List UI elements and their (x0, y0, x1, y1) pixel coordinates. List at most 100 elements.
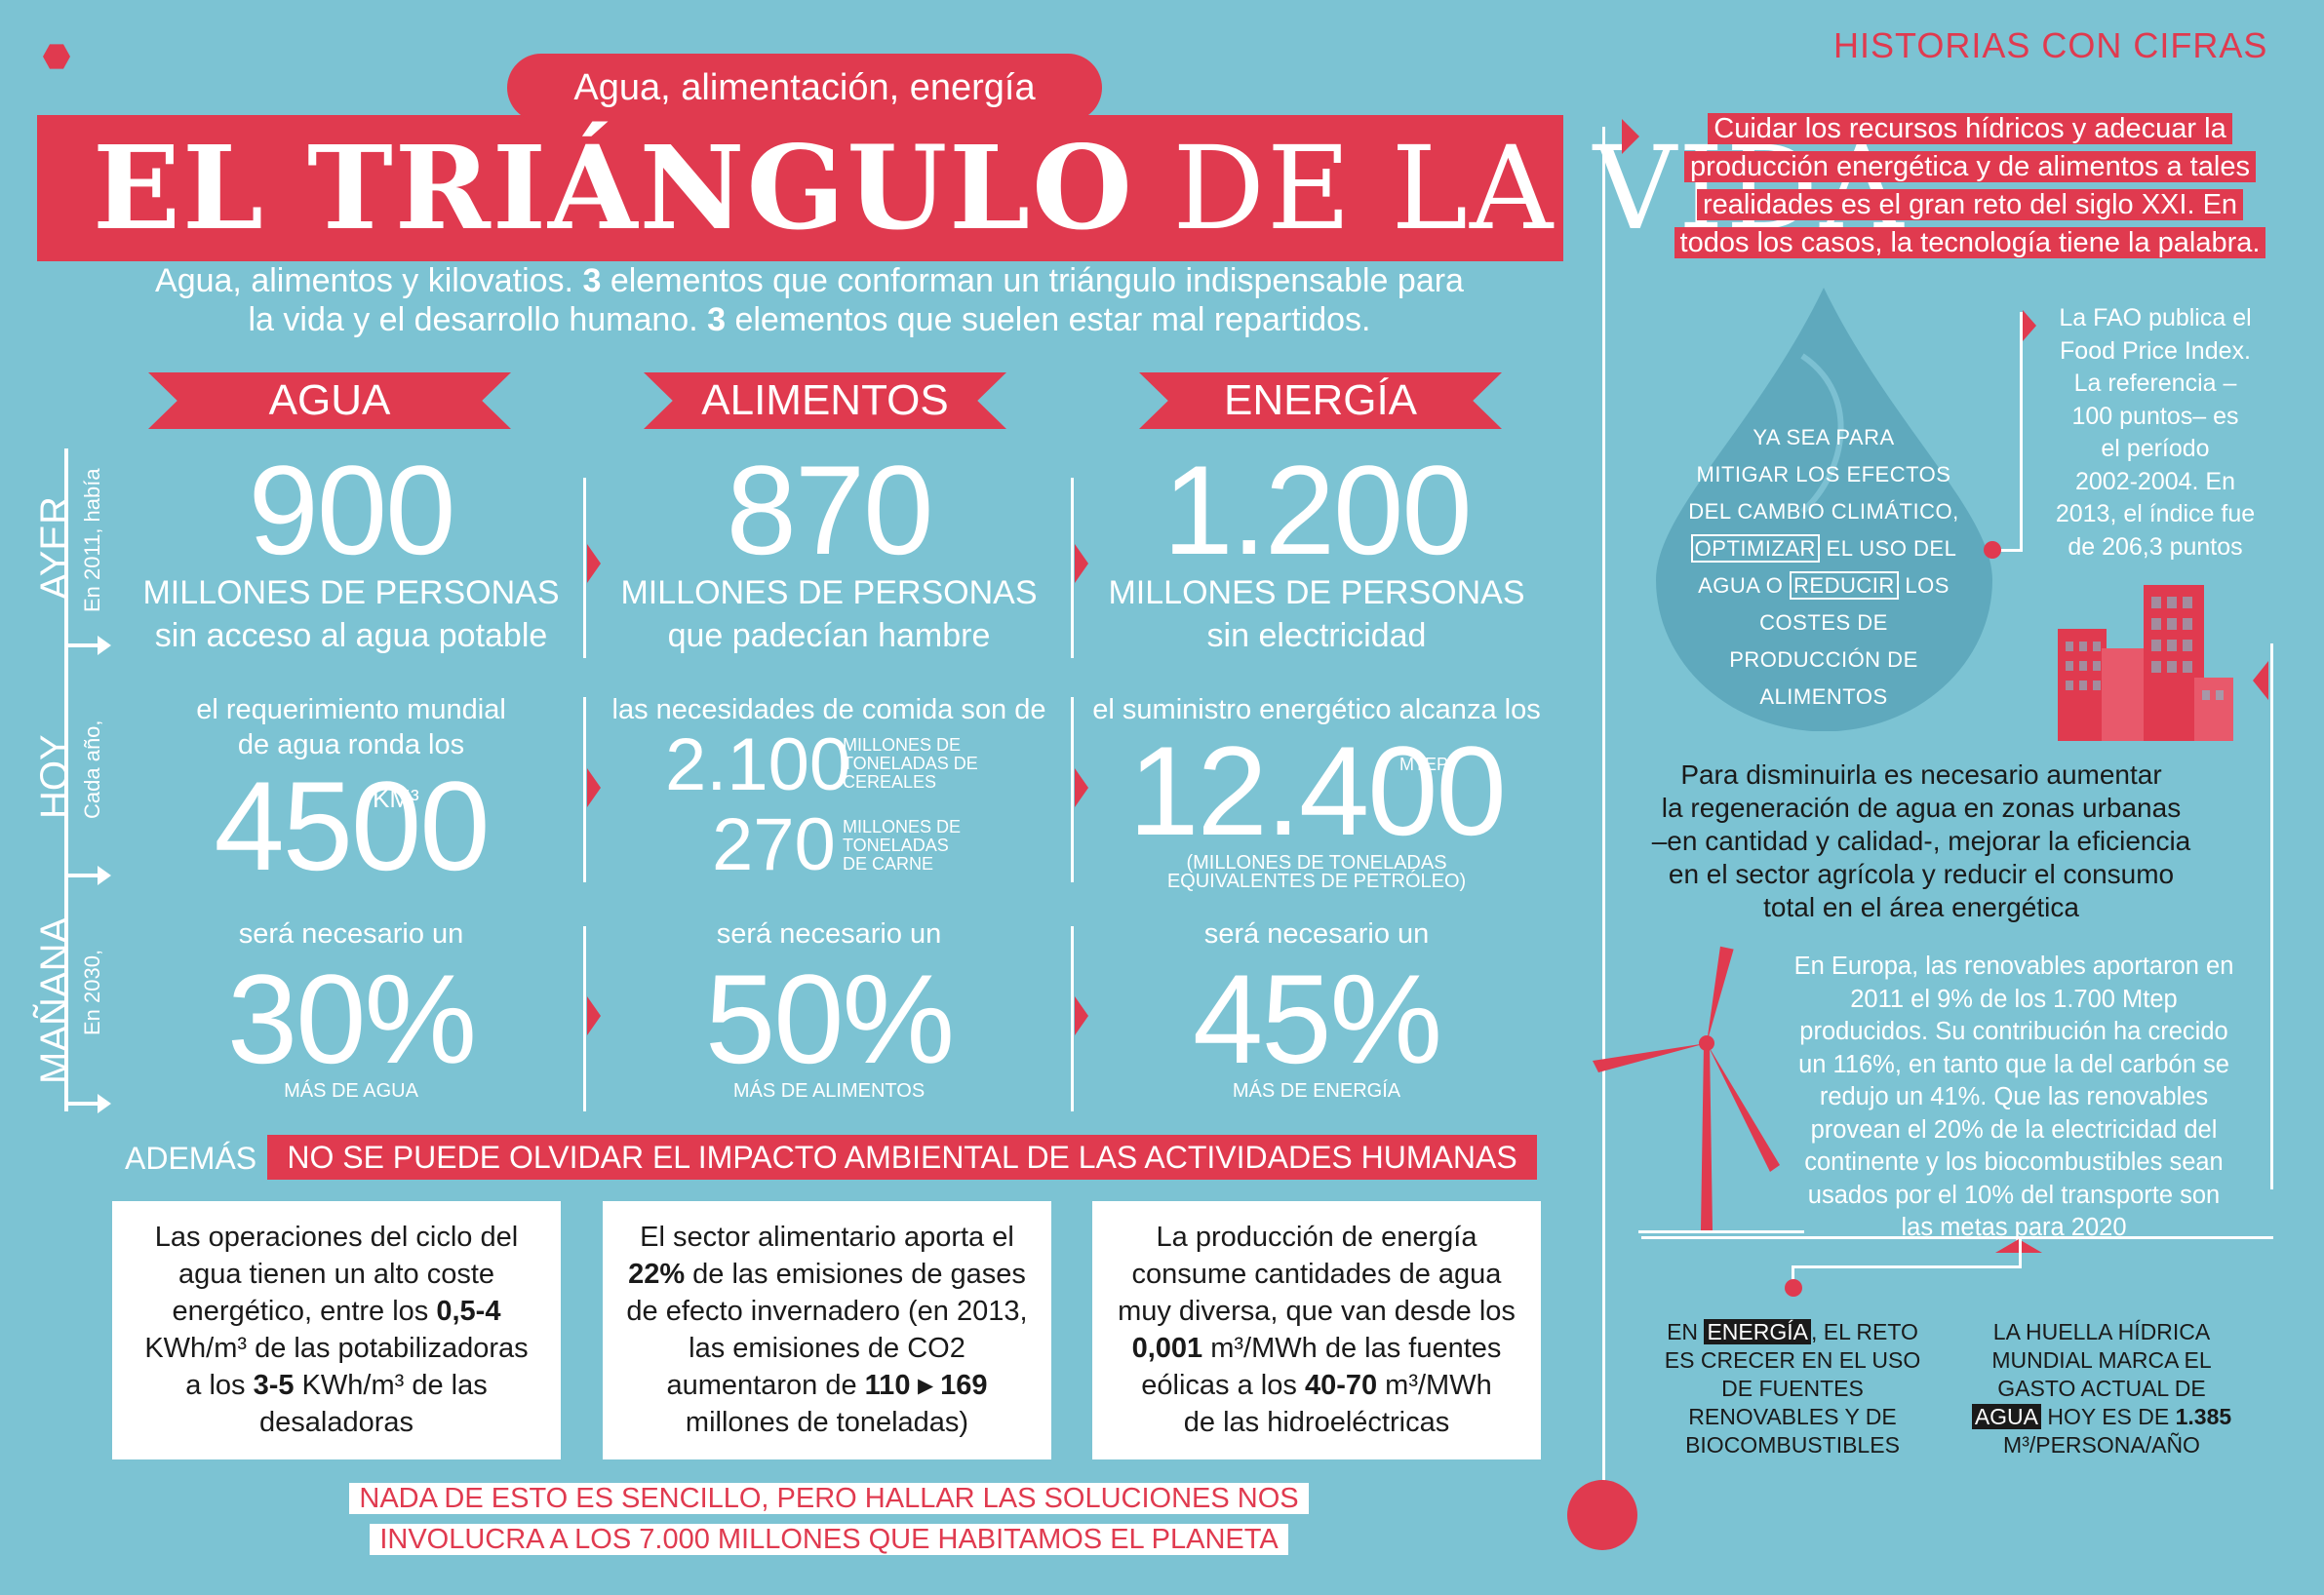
drop-highlight: REDUCIR (1790, 571, 1899, 600)
footer-text: INVOLUCRA A LOS 7.000 MILLONES QUE HABIT… (370, 1524, 1288, 1555)
separator (583, 926, 586, 1111)
arrow-icon (587, 768, 601, 807)
ademas-label: ADEMÁS (125, 1141, 257, 1176)
box-line: muy diversa, que van desde los (1118, 1296, 1516, 1327)
ayer-alimentos: 870 MILLONES DE PERSONAS que padecían ha… (605, 447, 1053, 655)
stat-number: 270 (712, 803, 836, 886)
box-text: m³/MWh de las fuentes (1202, 1333, 1502, 1364)
info-box-alimentos: El sector alimentario aporta el 22% de l… (603, 1201, 1051, 1459)
huella-bold: 1.385 (2175, 1404, 2232, 1429)
box-bold: 3-5 (253, 1370, 295, 1401)
fao-text: La FAO publica el Food Price Index. La r… (2019, 302, 2292, 564)
ayer-agua: 900 MILLONES DE PERSONAS sin acceso al a… (127, 447, 575, 655)
ribbon-energia: ENERGÍA (1139, 372, 1502, 429)
box-line: desaladoras (259, 1407, 414, 1438)
unit-line: TONELADAS (843, 836, 949, 855)
box-text: m³/MWh (1377, 1370, 1492, 1401)
arrow-icon (98, 1094, 111, 1113)
stat-unit: MILLONES DE TONELADAS DE CEREALES (843, 736, 978, 792)
sub-text: la vida y el desarrollo humano. (248, 301, 708, 338)
title-bold: EL TRIÁNGULO (93, 120, 1134, 255)
arrow-icon (1075, 544, 1088, 583)
timeline-tick (64, 1102, 101, 1106)
sub-text: Agua, alimentos y kilovatios. (155, 262, 583, 299)
arrow-icon (587, 996, 601, 1035)
stat-number: 1.200 (1162, 439, 1472, 581)
huella-line: MUNDIAL MARCA EL (1991, 1347, 2212, 1373)
connector-dot (1984, 541, 2001, 559)
text-line: un 116%, en tanto que la del carbón se (1798, 1050, 2229, 1078)
ribbon-agua: AGUA (148, 372, 511, 429)
text-line: Para disminuirla es necesario aumentar (1680, 759, 2162, 790)
kicker-banner: Agua, alimentación, energía (507, 54, 1102, 122)
sub-text: elementos que suelen estar mal repartido… (726, 301, 1371, 338)
manana-energia: será necesario un 45% MÁS DE ENERGÍA (1092, 916, 1541, 1101)
footer-note: NADA DE ESTO ES SENCILLO, PERO HALLAR LA… (322, 1480, 1336, 1558)
reto-line: BIOCOMBUSTIBLES (1685, 1432, 1900, 1458)
stat-unit: MÁS DE AGUA (284, 1080, 418, 1102)
water-drop-icon (1656, 288, 1992, 731)
stat-number: 4500 (214, 755, 490, 897)
unit-line: MILLONES DE (843, 817, 962, 836)
disminuir-text: Para disminuirla es necesario aumentar l… (1648, 759, 2194, 924)
text-line: 2011 el 9% de los 1.700 Mtep (1850, 985, 2178, 1013)
fao-line: La FAO publica el (2059, 304, 2252, 331)
reto-text: , EL RETO (1810, 1319, 1918, 1344)
drop-line: MITIGAR LOS EFECTOS (1696, 462, 1951, 486)
box-line: aumentaron de 110 ▸ 169 (616, 1367, 1038, 1404)
reto-line: ES CRECER EN EL USO (1664, 1347, 1921, 1373)
stat-desc: que padecían hambre (667, 617, 991, 654)
arrow-icon (1622, 119, 1639, 154)
reto-line: DE FUENTES (1721, 1376, 1864, 1401)
reto-line: RENOVABLES Y DE (1688, 1404, 1897, 1429)
box-bold: 40-70 (1304, 1370, 1378, 1401)
connector-dot (1567, 1480, 1637, 1550)
bottom-connector (1641, 1236, 2273, 1239)
text-line: –en cantidad y calidad-, mejorar la efic… (1651, 826, 2191, 856)
box-text: a los (185, 1370, 254, 1401)
buildings-icon (2058, 585, 2233, 741)
connector-line (1602, 127, 1605, 1511)
ribbon-label: AGUA (268, 376, 391, 424)
stat-number: 45% (1192, 948, 1442, 1090)
drop-text-part: AGUA O (1698, 573, 1791, 598)
box-line: a los 3-5 KWh/m³ de las (126, 1367, 547, 1404)
huella-line: GASTO ACTUAL DE (1997, 1376, 2206, 1401)
drop-line: COSTES DE (1759, 610, 1888, 635)
stat-desc: sin acceso al agua potable (154, 617, 548, 654)
stat-number: 900 (248, 439, 456, 581)
fao-line: de 206,3 puntos (2068, 532, 2243, 561)
hoy-alimentos-carne: 270 MILLONES DE TONELADAS DE CARNE (712, 806, 1034, 884)
wind-turbine-icon (1593, 946, 1804, 1233)
energia-reto: EN ENERGÍA, EL RETO ES CRECER EN EL USO … (1646, 1318, 1939, 1459)
stat-unit: MILLONES DE PERSONAS (142, 574, 560, 611)
ayer-energia: 1.200 MILLONES DE PERSONAS sin electrici… (1092, 447, 1541, 655)
drop-line: YA SEA PARA (1753, 425, 1895, 449)
drop-line: PRODUCCIÓN DE (1729, 647, 1918, 672)
box-bold: 0,001 (1131, 1333, 1203, 1364)
sub-bold: 3 (582, 262, 602, 299)
row-label-manana: MAÑANA (33, 916, 76, 1084)
fao-line: La referencia – (2073, 370, 2237, 397)
stat-intro: será necesario un (716, 918, 942, 950)
stat-intro: será necesario un (1203, 918, 1430, 950)
text-line: producidos. Su contribución ha crecido (1799, 1018, 2228, 1045)
intro-text: Cuidar los recursos hídricos y adecuar l… (1708, 113, 2232, 144)
row-sub-hoy: Cada año, (80, 720, 104, 819)
info-box-energia: La producción de energía consume cantida… (1092, 1201, 1541, 1459)
drop-highlight: OPTIMIZAR (1690, 534, 1820, 563)
arrow-icon (1075, 996, 1088, 1035)
title-bar (37, 115, 1563, 261)
row-sub-ayer: En 2011, había (80, 468, 104, 612)
reto-text: EN (1667, 1319, 1705, 1344)
stat-unit: MILLONES DE PERSONAS (1108, 574, 1525, 611)
huella-highlight: AGUA (1971, 1404, 2041, 1429)
huella-hidrica: LA HUELLA HÍDRICA MUNDIAL MARCA EL GASTO… (1955, 1318, 2248, 1459)
box-line: millones de toneladas) (685, 1407, 969, 1438)
manana-agua: será necesario un 30% MÁS DE AGUA (127, 916, 575, 1101)
intro-line: producción energética y de alimentos a t… (1648, 148, 2292, 186)
text-line: en el sector agrícola y reducir el consu… (1668, 859, 2175, 889)
box-line: 22% de las emisiones de gases (616, 1256, 1038, 1293)
reto-line: EN ENERGÍA, EL RETO (1646, 1318, 1939, 1346)
fao-line: el período (2101, 435, 2210, 462)
